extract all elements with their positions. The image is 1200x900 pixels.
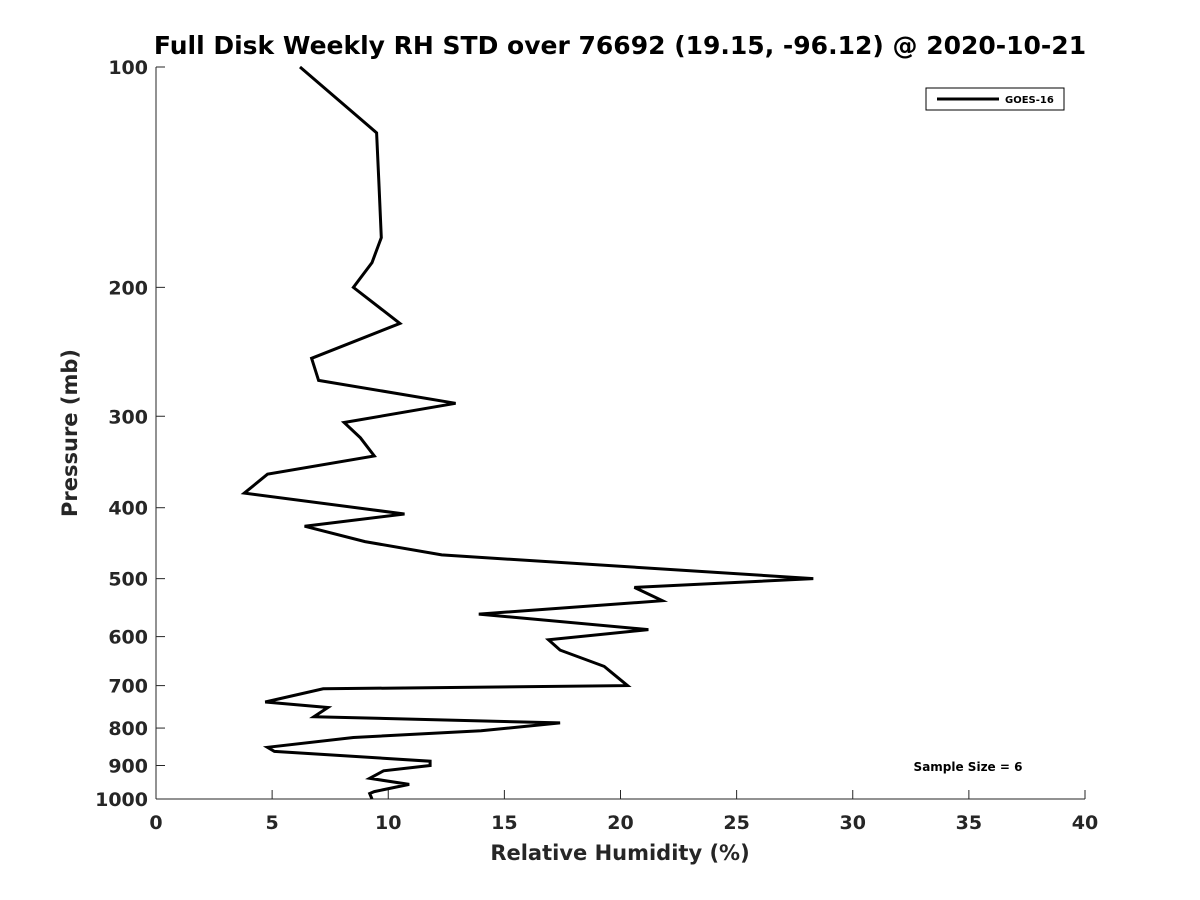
- x-tick-label: 20: [607, 812, 633, 834]
- y-tick-label: 600: [108, 627, 148, 649]
- legend: GOES-16: [925, 87, 1065, 111]
- x-tick-label: 15: [491, 812, 517, 834]
- axes: 0 5 10 15 20 25 30 35 40 100 200 300 400 500 600 700 800…: [95, 57, 1098, 834]
- y-axis-label: Pressure (mb): [58, 349, 82, 517]
- x-tick-label: 40: [1072, 812, 1098, 834]
- y-tick-label: 1000: [95, 789, 148, 811]
- y-tick-label: 700: [108, 676, 148, 698]
- x-tick-label: 30: [840, 812, 866, 834]
- x-tick-label: 5: [266, 812, 279, 834]
- legend-label-goes-16: GOES-16: [1005, 95, 1054, 106]
- y-tick-label: 800: [108, 718, 148, 740]
- y-tick-label: 300: [108, 406, 148, 428]
- y-tick-label: 400: [108, 498, 148, 520]
- sample-size-annotation: Sample Size = 6: [914, 760, 1023, 774]
- y-tick-label: 900: [108, 756, 148, 778]
- x-tick-label: 0: [149, 812, 162, 834]
- x-tick-label: 35: [956, 812, 982, 834]
- y-tick-label: 200: [108, 277, 148, 299]
- x-axis-label: Relative Humidity (%): [490, 841, 749, 865]
- chart-title: Full Disk Weekly RH STD over 76692 (19.1…: [154, 31, 1086, 60]
- x-tick-label: 25: [723, 812, 749, 834]
- x-tick-label: 10: [375, 812, 401, 834]
- y-tick-label: 500: [108, 569, 148, 591]
- series-line-goes-16: [240, 65, 814, 800]
- y-tick-label: 100: [108, 57, 148, 79]
- series-layer: [240, 65, 814, 800]
